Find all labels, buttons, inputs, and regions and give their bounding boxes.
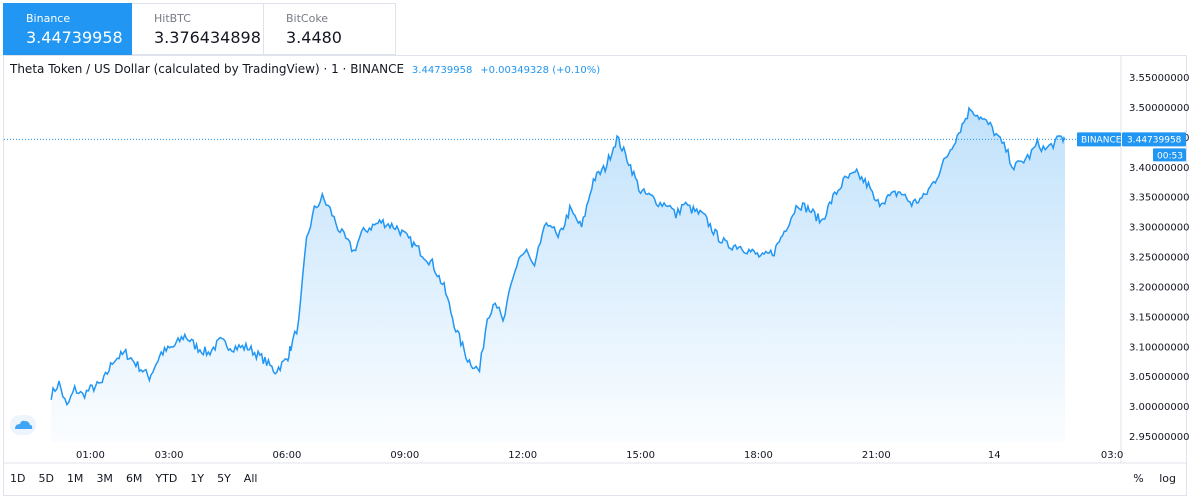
exchange-tab-bitcoke[interactable]: BitCoke 3.4480 (264, 3, 396, 55)
exchange-tab-hitbtc[interactable]: HitBTC 3.376434898 (132, 3, 264, 55)
last-price-label: BINANCE 3.44739958 00:53 (1077, 132, 1186, 162)
price-line (50, 106, 1066, 407)
y-tick-label: 3.30000000 (1129, 223, 1189, 234)
tradingview-logo-icon[interactable] (10, 415, 36, 435)
price-label-countdown: 00:53 (1157, 151, 1183, 161)
y-tick-label: 3.50000000 (1129, 103, 1189, 114)
x-tick-label: 12:00 (508, 450, 537, 461)
range-1d[interactable]: 1D (10, 472, 26, 485)
exchange-name: HitBTC (154, 12, 191, 25)
exchange-price: 3.376434898 (154, 28, 261, 47)
price-area (51, 108, 1065, 442)
exchange-price: 3.44739958 (26, 28, 123, 47)
legend-change: +0.00349328 (+0.10%) (480, 65, 601, 76)
x-tick-label: 21:00 (862, 450, 891, 461)
legend-last: 3.44739958 (411, 65, 473, 76)
y-tick-label: 3.10000000 (1129, 342, 1189, 353)
x-tick-label: 03:0 (1101, 450, 1123, 461)
range-1y[interactable]: 1Y (190, 472, 205, 485)
range-6m[interactable]: 6M (125, 472, 143, 485)
scale-buttons: % log (1121, 472, 1176, 485)
x-tick-label: 03:00 (155, 450, 184, 461)
range-5y[interactable]: 5Y (217, 472, 231, 485)
y-tick-label: 2.95000000 (1129, 432, 1189, 443)
y-tick-label: 3.15000000 (1129, 312, 1189, 323)
y-tick-label: 3.20000000 (1129, 282, 1189, 293)
y-tick-label: 3.40000000 (1129, 163, 1189, 174)
price-label-exchange: BINANCE (1081, 135, 1122, 145)
range-selector: 1D 5D 1M 3M 6M YTD 1Y 5Y All (10, 472, 270, 485)
y-tick-label: 3.55000000 (1129, 73, 1189, 84)
range-all[interactable]: All (243, 472, 258, 485)
price-label-value: 3.44739958 (1127, 135, 1182, 145)
exchange-name: BitCoke (286, 12, 329, 25)
exchange-price: 3.4480 (286, 28, 342, 47)
range-ytd[interactable]: YTD (155, 472, 178, 485)
y-tick-label: 3.35000000 (1129, 193, 1189, 204)
range-1m[interactable]: 1M (66, 472, 84, 485)
range-3m[interactable]: 3M (96, 472, 113, 485)
x-tick-label: 01:00 (76, 450, 105, 461)
chart-legend: Theta Token / US Dollar (calculated by T… (10, 62, 600, 76)
y-tick-label: 3.05000000 (1129, 372, 1189, 383)
legend-title: Theta Token / US Dollar (calculated by T… (10, 62, 405, 76)
chart-frame (3, 55, 1187, 496)
x-tick-label: 06:00 (273, 450, 302, 461)
y-tick-label: 3.00000000 (1129, 402, 1189, 413)
range-5d[interactable]: 5D (38, 472, 54, 485)
y-tick-label: 3.25000000 (1129, 253, 1189, 264)
x-tick-label: 18:00 (744, 450, 773, 461)
x-tick-label: 15:00 (626, 450, 655, 461)
x-tick-label: 14 (988, 450, 1001, 461)
log-scale-button[interactable]: log (1159, 472, 1176, 485)
exchange-tabs: Binance 3.44739958 HitBTC 3.376434898 Bi… (3, 3, 396, 55)
exchange-tab-binance[interactable]: Binance 3.44739958 (3, 3, 132, 55)
percent-scale-button[interactable]: % (1133, 472, 1144, 485)
exchange-name: Binance (26, 12, 71, 25)
x-tick-label: 09:00 (390, 450, 419, 461)
